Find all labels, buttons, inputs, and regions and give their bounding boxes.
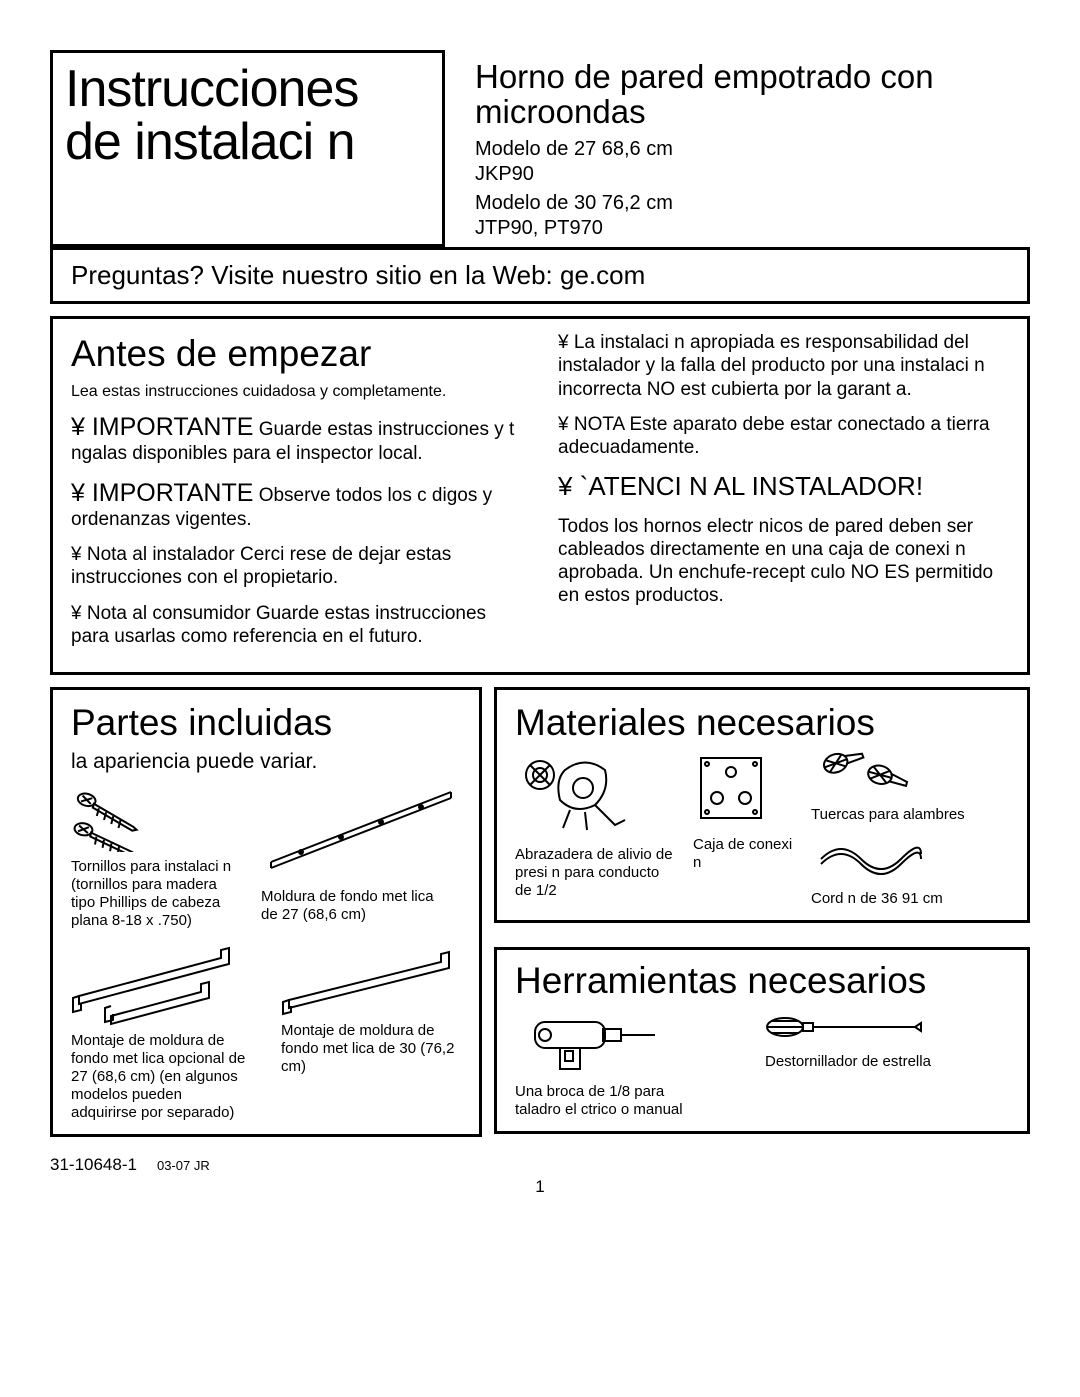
model-27-line2: JKP90 [475,162,1024,187]
important-1-label: ¥ IMPORTANTE [71,413,253,441]
parts-box: Partes incluidas la apariencia puede var… [50,687,482,1137]
tools-title: Herramientas necesarios [515,962,1009,1001]
clamp-icon [515,750,645,840]
parts-subtitle: la apariencia puede variar. [71,750,461,774]
before-box: Antes de empezar Lea estas instrucciones… [50,316,1030,675]
trim27-icon [261,782,461,882]
before-col-right: ¥ La instalaci n apropiada es responsabi… [558,331,1009,660]
material-nuts-cord: Tuercas para alambres Cord n de 36 91 cm [811,750,965,908]
trim27-label: Moldura de fondo met lica de 27 (68,6 cm… [261,888,441,924]
ground-text: ¥ NOTA Este aparato debe estar conectado… [558,413,1009,459]
product-info: Horno de pared empotrado con microondas … [457,50,1030,247]
screwdriver-label: Destornillador de estrella [765,1053,931,1071]
doc-number: 31-10648-1 [50,1155,137,1175]
main-title-1: Instrucciones [65,63,430,116]
note-installer: ¥ Nota al instalador Cerci rese de dejar… [71,543,522,589]
trim30-icon [281,946,461,1016]
important-2-label: ¥ IMPORTANTE [71,479,253,507]
main-title-2: de instalaci n [65,116,430,169]
tools-box: Herramientas necesarios Una broca de 1/8… [494,947,1030,1134]
before-col-left: Antes de empezar Lea estas instrucciones… [71,331,522,660]
clamp-label: Abrazadera de alivio de presi n para con… [515,846,675,900]
cord-icon [811,834,931,884]
model-27-line1: Modelo de 27 68,6 cm [475,137,1024,162]
part-trim27: Moldura de fondo met lica de 27 (68,6 cm… [261,782,461,924]
trim27-opt-icon [71,946,261,1026]
tool-drill: Una broca de 1/8 para taladro el ctrico … [515,1007,735,1119]
material-jbox: Caja de conexi n [693,750,793,872]
jbox-icon [693,750,773,830]
before-read: Lea estas instrucciones cuidadosa y comp… [71,382,522,402]
attention-label: ¥ `ATENCI N AL INSTALADOR! [558,471,1009,503]
drill-label: Una broca de 1/8 para taladro el ctrico … [515,1083,695,1119]
model-30-line1: Modelo de 30 76,2 cm [475,191,1024,216]
materials-title: Materiales necesarios [515,702,1009,744]
part-screws: Tornillos para instalaci n (tornillos pa… [71,782,241,930]
bottom-row: Partes incluidas la apariencia puede var… [50,687,1030,1149]
note-consumer: ¥ Nota al consumidor Guarde estas instru… [71,602,522,648]
part-trim27-opt: Montaje de moldura de fondo met lica opc… [71,946,261,1122]
important-2: ¥ IMPORTANTE Observe todos los c digos y… [71,478,522,532]
before-title: Antes de empezar [71,331,522,376]
trim27-opt-label: Montaje de moldura de fondo met lica opc… [71,1032,251,1122]
jbox-label: Caja de conexi n [693,836,793,872]
page-number: 1 [50,1177,1030,1197]
attention-text: Todos los hornos electr nicos de pared d… [558,515,1009,608]
material-clamp: Abrazadera de alivio de presi n para con… [515,750,675,900]
web-box: Preguntas? Visite nuestro sitio en la We… [50,247,1030,304]
tool-screwdriver: Destornillador de estrella [765,1007,931,1071]
footer: 31-10648-1 03-07 JR [50,1155,1030,1175]
header-row: Instrucciones de instalaci n Horno de pa… [50,50,1030,247]
screws-icon [71,782,181,852]
model-30-line2: JTP90, PT970 [475,216,1024,241]
important-1: ¥ IMPORTANTE Guarde estas instrucciones … [71,412,522,466]
web-text: Preguntas? Visite nuestro sitio en la We… [71,260,645,290]
screwdriver-icon [765,1007,925,1047]
title-box: Instrucciones de instalaci n [50,50,445,247]
materials-box: Materiales necesarios Abrazadera de aliv… [494,687,1030,923]
part-trim30: Montaje de moldura de fondo met lica de … [281,946,461,1076]
wirenuts-icon [811,750,931,800]
trim30-label: Montaje de moldura de fondo met lica de … [281,1022,461,1076]
responsibility-text: ¥ La instalaci n apropiada es responsabi… [558,331,1009,401]
cord-label: Cord n de 36 91 cm [811,890,965,908]
product-title: Horno de pared empotrado con microondas [475,60,1024,129]
drill-icon [515,1007,665,1077]
screws-label: Tornillos para instalaci n (tornillos pa… [71,858,241,930]
parts-title: Partes incluidas [71,702,461,744]
nuts-label: Tuercas para alambres [811,806,965,824]
doc-rev: 03-07 JR [157,1158,210,1173]
